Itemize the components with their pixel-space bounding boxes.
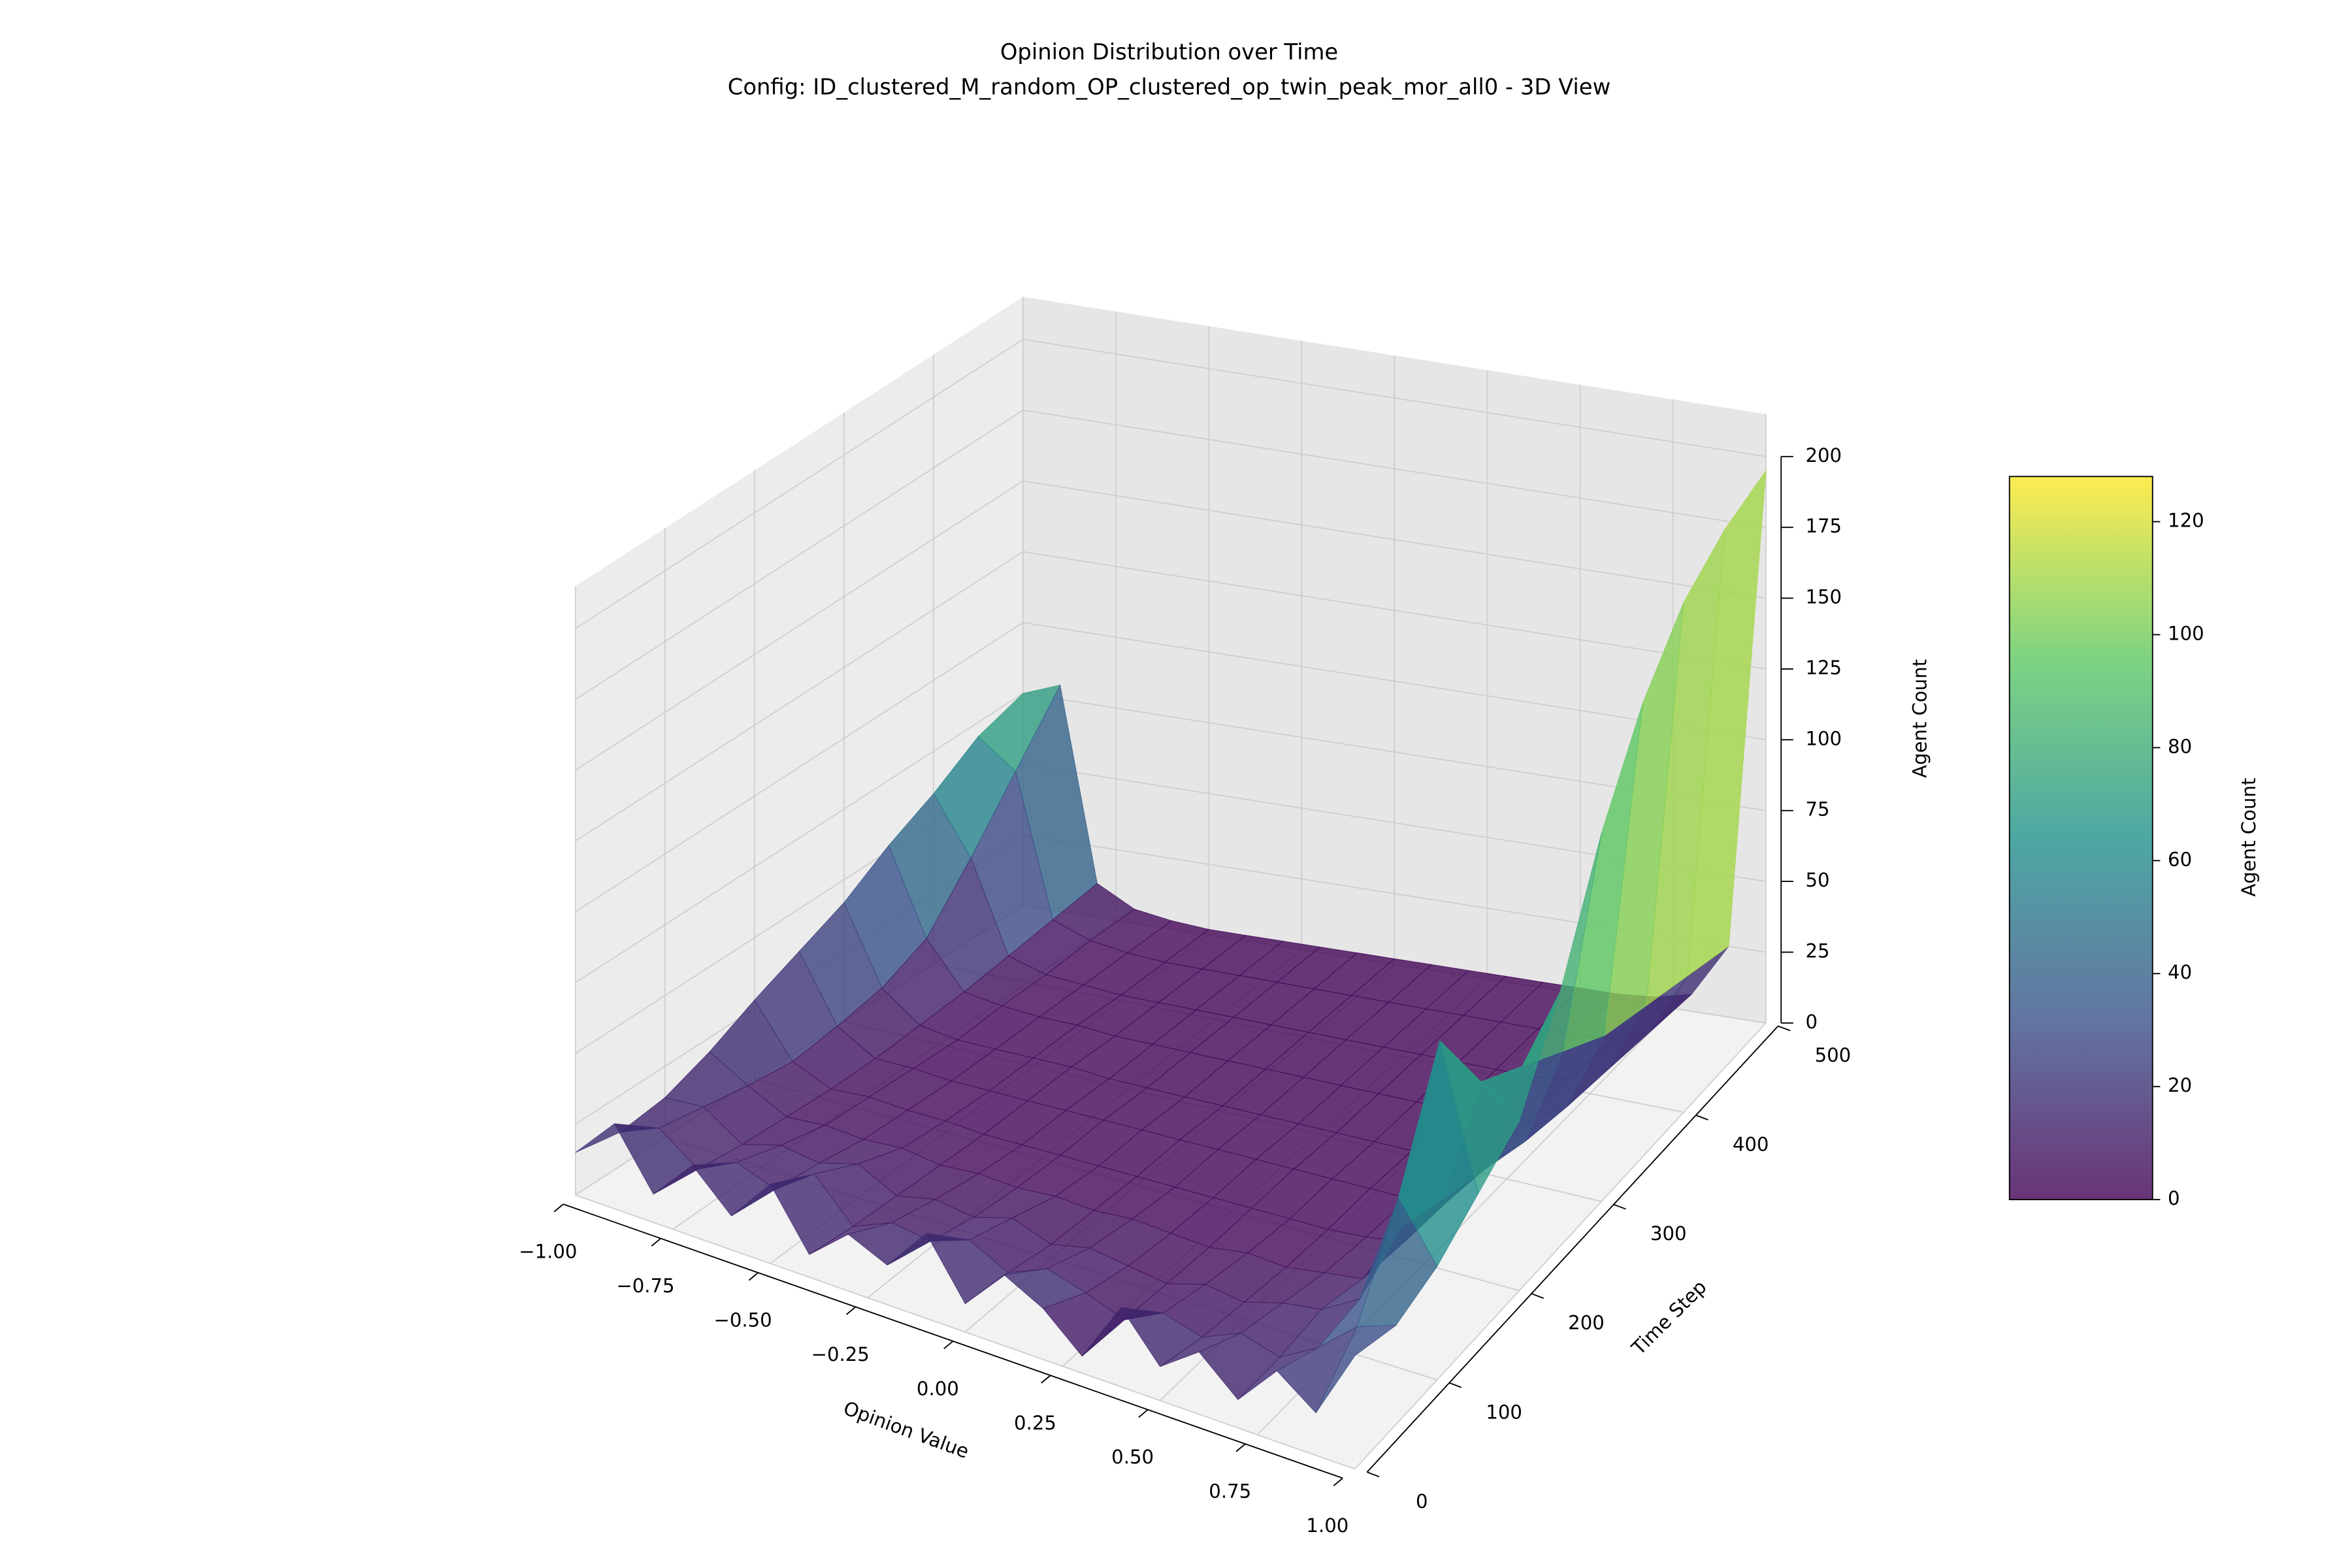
x-tick-label: −0.50 <box>713 1309 772 1331</box>
x-axis-line <box>563 1203 1343 1479</box>
y-tick <box>1531 1293 1544 1299</box>
x-axis-label: Opinion Value <box>841 1397 972 1463</box>
x-tick <box>943 1341 954 1350</box>
x-tick <box>1138 1409 1149 1418</box>
colorbar-scale <box>2008 476 2153 1201</box>
z-tick-label: 100 <box>1805 727 1842 749</box>
y-tick-label: 400 <box>1733 1134 1769 1156</box>
colorbar-tick-label: 0 <box>2168 1187 2180 1209</box>
x-tick-label: 0.00 <box>917 1377 959 1399</box>
x-tick-label: 0.75 <box>1209 1480 1251 1503</box>
grid-line <box>575 622 1024 913</box>
y-axis-label: Time Step <box>1627 1276 1711 1360</box>
x-tick <box>1235 1443 1246 1452</box>
colorbar-tick-label: 20 <box>2168 1074 2192 1096</box>
x-tick <box>1333 1477 1343 1486</box>
grid-line <box>575 1194 1356 1470</box>
grid-line <box>1022 480 1767 599</box>
colorbar-tick-label: 120 <box>2168 509 2204 531</box>
grid-line <box>1354 1022 1767 1470</box>
y-axis-line <box>1366 1025 1779 1473</box>
y-tick <box>1613 1203 1626 1210</box>
chart-title: Opinion Distribution over Time <box>1000 39 1338 65</box>
x-tick <box>845 1306 857 1315</box>
x-tick-label: 0.50 <box>1111 1446 1154 1468</box>
grid-line <box>575 338 1024 629</box>
z-tick-label: 50 <box>1805 869 1829 891</box>
x-tick <box>651 1237 661 1247</box>
colorbar-tick-label: 100 <box>2168 622 2204 644</box>
colorbar-tick-label: 80 <box>2168 735 2192 757</box>
grid-line <box>1022 338 1767 457</box>
x-tick-label: 0.25 <box>1014 1412 1056 1434</box>
z-axis-label: Agent Count <box>1909 659 1931 778</box>
x-tick <box>553 1203 564 1213</box>
colorbar: 0 20 40 60 80 100 120 <box>2008 476 2204 1209</box>
x-tick-label: 1.00 <box>1306 1514 1348 1537</box>
y-tick <box>1448 1382 1462 1388</box>
y-tick <box>1778 1025 1791 1032</box>
colorbar-label: Agent Count <box>2238 778 2260 897</box>
y-tick <box>1367 1471 1380 1478</box>
z-tick-label: 25 <box>1805 939 1829 962</box>
z-tick-label: 0 <box>1805 1011 1818 1033</box>
axes: −1.00 −0.75 −0.50 −0.25 0.00 0.25 0.50 0.75 1.00… <box>519 444 1851 1537</box>
y-tick-label: 200 <box>1568 1312 1605 1334</box>
z-tick-label: 200 <box>1805 444 1842 466</box>
surface-cell <box>1315 1325 1397 1413</box>
y-tick-label: 0 <box>1416 1490 1428 1512</box>
z-tick-label: 125 <box>1805 657 1842 679</box>
z-tick-label: 150 <box>1805 586 1842 608</box>
grid-line <box>575 551 1024 842</box>
grid-line <box>1022 551 1767 670</box>
z-tick-label: 75 <box>1805 798 1829 821</box>
x-tick-label: −1.00 <box>519 1241 577 1263</box>
x-tick-label: −0.75 <box>616 1275 674 1297</box>
y-tick-label: 500 <box>1815 1044 1852 1066</box>
x-tick <box>1041 1375 1051 1384</box>
z-tick-label: 175 <box>1805 515 1842 537</box>
surface <box>575 469 1767 1414</box>
x-tick-label: −0.25 <box>811 1343 870 1365</box>
colorbar-tick-label: 40 <box>2168 961 2192 983</box>
y-tick-label: 300 <box>1650 1222 1687 1245</box>
y-tick-label: 100 <box>1486 1401 1522 1423</box>
grid-line <box>1022 409 1767 529</box>
colorbar-tick-label: 60 <box>2168 848 2192 870</box>
grid-line <box>575 409 1024 700</box>
x-tick <box>748 1272 759 1281</box>
chart-subtitle: Config: ID_clustered_M_random_OP_cluster… <box>728 74 1610 100</box>
grid-line <box>575 693 1024 983</box>
grid-line <box>575 480 1024 771</box>
y-tick <box>1695 1115 1708 1120</box>
